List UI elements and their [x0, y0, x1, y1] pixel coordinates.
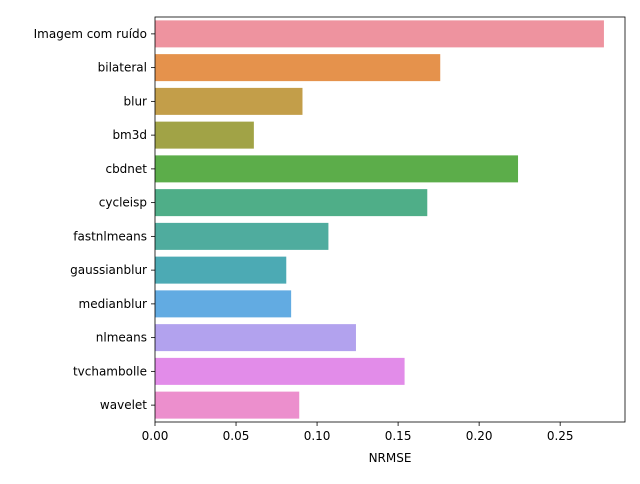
- y-tick-label: bilateral: [98, 61, 147, 75]
- y-tick-label: blur: [124, 94, 148, 108]
- x-tick-label: 0.20: [466, 429, 493, 443]
- y-tick-label: cbdnet: [105, 162, 147, 176]
- bar-tvchambolle: [155, 357, 405, 385]
- x-ticks: 0.00 0.05 0.10 0.15 0.20 0.25: [142, 422, 574, 443]
- bar-medianblur: [155, 290, 292, 318]
- x-tick-label: 0.00: [142, 429, 169, 443]
- bar-wavelet: [155, 391, 300, 419]
- y-tick-label: tvchambolle: [73, 364, 147, 378]
- x-tick-label: 0.10: [304, 429, 331, 443]
- x-tick-label: 0.15: [385, 429, 412, 443]
- bar-bilateral: [155, 54, 441, 82]
- axes-frame: [154, 16, 626, 423]
- x-tick-label: 0.25: [547, 429, 574, 443]
- y-tick-label: fastnlmeans: [73, 229, 147, 243]
- bar-gaussianblur: [155, 256, 287, 284]
- bar-bm3d: [155, 121, 254, 149]
- y-tick-labels: Imagem com ruído bilateral blur bm3d cbdnet c…: [34, 27, 155, 412]
- y-tick-label: wavelet: [100, 398, 147, 412]
- y-tick-label: cycleisp: [99, 196, 147, 210]
- bar-cycleisp: [155, 189, 428, 217]
- bar-nlmeans: [155, 324, 356, 352]
- bar-blur: [155, 87, 303, 115]
- bars-group: [155, 20, 604, 419]
- y-tick-label: medianblur: [79, 297, 148, 311]
- bar-fastnlmeans: [155, 222, 329, 250]
- y-tick-label: nlmeans: [96, 331, 147, 345]
- x-axis-label: NRMSE: [369, 451, 412, 465]
- y-tick-label: gaussianblur: [70, 263, 147, 277]
- y-tick-label: bm3d: [112, 128, 147, 142]
- bar-cbdnet: [155, 155, 519, 183]
- y-tick-label: Imagem com ruído: [34, 27, 147, 41]
- axes-border: [154, 16, 626, 423]
- bar-imagem-com-ruido: [155, 20, 604, 48]
- x-tick-label: 0.05: [223, 429, 250, 443]
